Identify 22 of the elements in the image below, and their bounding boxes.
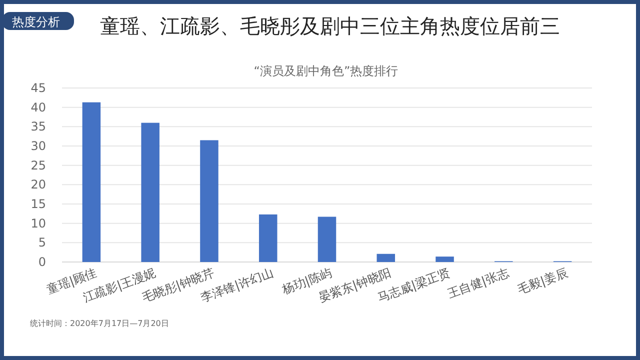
y-tick-label: 25 [30, 158, 46, 172]
y-tick-label: 5 [38, 236, 46, 250]
chart-title: 童瑶、江疏影、毛晓彤及剧中三位主角热度位居前三 [100, 14, 560, 38]
bar [82, 102, 101, 262]
text: 统计时间：2020年7月17日—7月20日 [30, 319, 169, 328]
y-tick-label: 45 [30, 81, 46, 95]
bar [318, 216, 336, 262]
text: 热度分析 [12, 15, 60, 29]
bar [258, 214, 278, 262]
chart-subtitle: “演员及剧中角色”热度排行 [254, 64, 398, 78]
bar [376, 254, 396, 262]
bar [436, 256, 454, 262]
y-tick-label: 40 [30, 100, 46, 114]
y-tick-label: 30 [30, 139, 46, 153]
x-tick-label: 毛毅|姜辰 [516, 266, 570, 297]
y-tick-label: 15 [30, 197, 46, 211]
y-tick-label: 35 [30, 120, 46, 134]
y-tick-label: 0 [38, 255, 46, 269]
bar [200, 140, 218, 262]
bar [141, 122, 160, 262]
y-tick-label: 20 [30, 178, 46, 192]
y-tick-label: 10 [30, 216, 46, 230]
